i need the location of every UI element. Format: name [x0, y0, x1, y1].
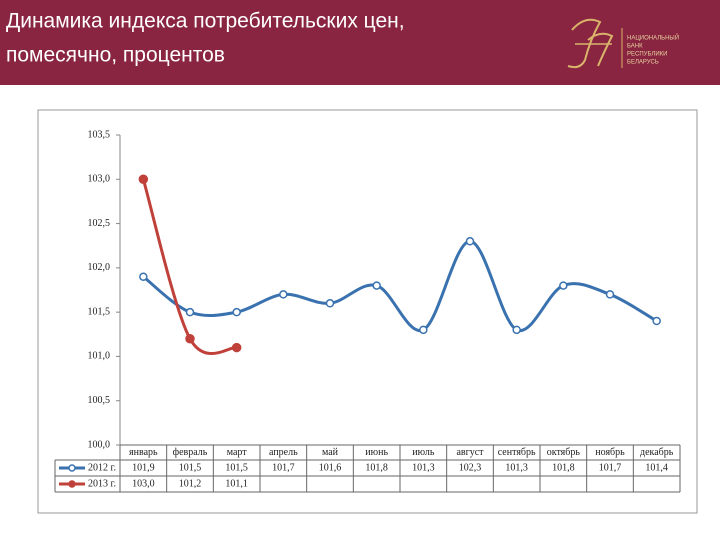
logo-mark	[587, 32, 614, 67]
y-tick-label: 102,5	[88, 218, 111, 229]
y-tick-label: 103,5	[88, 129, 111, 140]
data-label: 101,8	[552, 462, 575, 473]
data-label: 101,9	[132, 462, 155, 473]
y-tick-label: 100,0	[88, 439, 111, 450]
point	[512, 325, 521, 335]
x-tick-label: июль	[412, 447, 435, 458]
point	[559, 281, 568, 290]
data-label: 101,1	[225, 478, 248, 489]
point	[372, 281, 381, 290]
legend-label: 2012 г.	[88, 462, 116, 473]
plot: 100,0 100,5 101,0 101,5 102,0 102,5 103,0 103,5…	[54, 129, 681, 493]
data-label: 101,6	[319, 462, 342, 473]
x-tick-label: август	[456, 447, 484, 458]
logo-text: БЕЛАРУСЬ	[627, 60, 659, 66]
x-tick-label: июнь	[365, 447, 388, 458]
title-line: помесячно, процентов	[6, 44, 225, 67]
y-tick-label: 101,0	[88, 351, 111, 362]
y-tick-label: 102,0	[88, 262, 111, 273]
data-label: 101,4	[645, 462, 668, 473]
title-line: Динамика индекса потребительских цен,	[6, 10, 405, 33]
point	[139, 272, 148, 281]
data-label: 101,7	[599, 462, 622, 473]
series-line	[141, 178, 237, 355]
x-tick-label: февраль	[173, 447, 208, 458]
logo-text: РЕСПУБЛИКИ	[627, 52, 667, 58]
x-tick-label: апрель	[269, 447, 298, 458]
data-label: 102,3	[459, 462, 482, 473]
logo-mark	[567, 18, 602, 69]
logo: НАЦИОНАЛЬНЫЙ БАНК РЕСПУБЛИКИ БЕЛАРУСЬ	[567, 18, 679, 69]
point	[138, 174, 149, 185]
point	[232, 307, 241, 317]
point	[419, 325, 428, 335]
y-tick-label: 101,5	[88, 306, 111, 317]
point	[231, 342, 242, 353]
x-tick-label: декабрь	[640, 447, 674, 458]
x-tick-label: октябрь	[547, 447, 581, 458]
data-label: 101,3	[412, 462, 435, 473]
x-tick-label: май	[322, 447, 339, 458]
logo-text: БАНК	[627, 44, 643, 50]
point	[325, 299, 335, 308]
x-tick-label: ноябрь	[595, 447, 625, 458]
legend-label: 2013 г.	[88, 478, 116, 489]
data-label: 101,8	[365, 462, 388, 473]
y-tick-label: 103,0	[88, 174, 111, 185]
point	[465, 237, 475, 246]
x-tick-label: январь	[129, 447, 158, 458]
header-band	[0, 0, 720, 85]
data-label: 101,7	[272, 462, 295, 473]
x-tick-label: сентябрь	[498, 447, 536, 458]
data-label: 101,2	[179, 478, 202, 489]
logo-text: НАЦИОНАЛЬНЫЙ	[627, 34, 679, 42]
data-label: 101,3	[505, 462, 528, 473]
data-label: 103,0	[132, 478, 155, 489]
point	[279, 290, 288, 299]
data-label: 101,5	[179, 462, 202, 473]
legend-swatch	[68, 464, 76, 472]
point	[605, 290, 615, 299]
point	[652, 316, 661, 326]
point	[185, 333, 195, 344]
data-label: 101,5	[225, 462, 248, 473]
x-tick-label: март	[227, 447, 248, 458]
point	[185, 307, 195, 317]
legend-swatch	[68, 480, 76, 488]
y-tick-label: 100,5	[88, 395, 111, 406]
